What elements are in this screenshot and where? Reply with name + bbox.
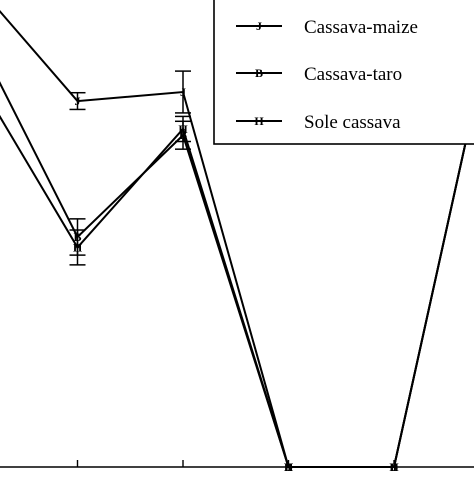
data-point-marker: J (75, 94, 81, 108)
legend-marker: B (255, 66, 263, 80)
series-line (0, 114, 469, 468)
data-point-marker: H (284, 460, 294, 474)
legend-label: Sole cassava (304, 112, 401, 133)
legend-marker: H (254, 114, 264, 128)
data-point-marker: H (389, 460, 399, 474)
data-point-marker: J (180, 85, 186, 99)
legend-marker: J (256, 19, 262, 33)
data-point-marker: H (73, 240, 83, 254)
legend-entry: H Sole cassava (236, 112, 401, 133)
legend-label: Cassava-maize (304, 17, 418, 38)
legend-entry: J Cassava-maize (236, 17, 418, 38)
axis-layer (0, 460, 474, 468)
legend-label: Cassava-taro (304, 64, 402, 85)
data-point-marker: H (178, 122, 188, 136)
legend: J Cassava-maize B Cassava-taro H Sole ca… (213, 0, 474, 145)
legend-entry: B Cassava-taro (236, 64, 402, 85)
